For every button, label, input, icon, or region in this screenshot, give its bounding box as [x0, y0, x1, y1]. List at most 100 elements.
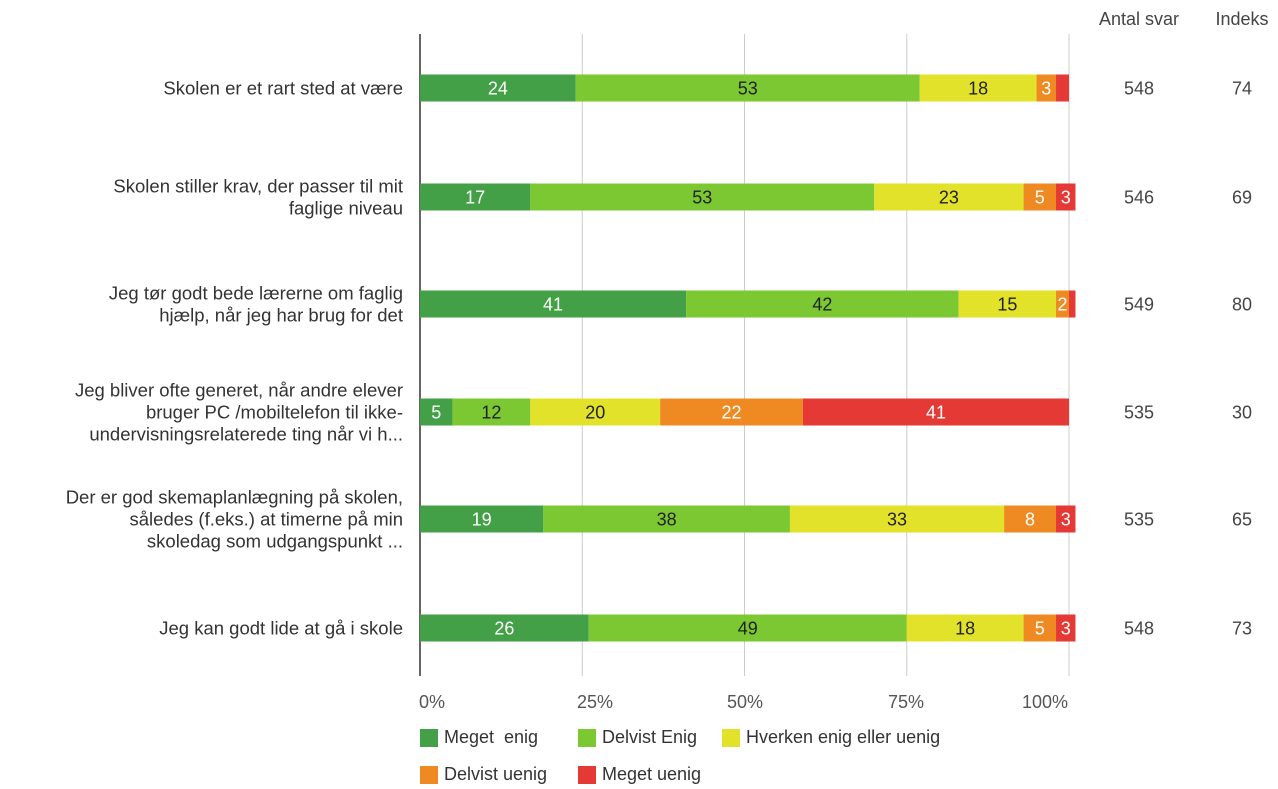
bar-value-label: 33 — [887, 510, 907, 530]
bar-segment — [686, 290, 959, 318]
antal-svar-value: 548 — [1124, 79, 1154, 99]
bar-value-label: 12 — [481, 403, 501, 423]
indeks-value: 73 — [1232, 619, 1252, 639]
bar-segment — [420, 290, 687, 318]
category-label: Skolen stiller krav, der passer til mit — [113, 176, 403, 197]
bar-segment — [1056, 183, 1076, 211]
bar-value-label: 18 — [955, 619, 975, 639]
category-label: Der er god skemaplanlægning på skolen, — [66, 487, 403, 508]
bar-segment — [420, 74, 576, 102]
bar-value-label: 19 — [472, 510, 492, 530]
indeks-value: 74 — [1232, 79, 1252, 99]
x-tick-label: 0% — [419, 692, 445, 712]
bar-value-label: 3 — [1041, 79, 1051, 99]
category-label: Skolen er et rart sted at være — [163, 78, 403, 99]
bar-segment — [530, 398, 661, 426]
bar-value-label: 24 — [488, 79, 508, 99]
bar-segment — [575, 74, 920, 102]
antal-svar-value: 549 — [1124, 295, 1154, 315]
antal-svar-value: 535 — [1124, 403, 1154, 423]
bar-segment — [588, 614, 907, 642]
bar-value-label: 41 — [926, 403, 946, 423]
bar-value-label: 22 — [722, 403, 742, 423]
antal-svar-value: 535 — [1124, 510, 1154, 530]
legend-swatch — [578, 728, 596, 747]
category-label: således (f.eks.) at timerne på min — [130, 509, 404, 530]
category-label: bruger PC /mobiltelefon til ikke- — [146, 402, 403, 423]
bar-value-label: 26 — [494, 619, 514, 639]
bar-value-label: 15 — [997, 295, 1017, 315]
bar-segment — [802, 398, 1069, 426]
bar-segment — [543, 505, 790, 533]
x-tick-label: 75% — [888, 692, 924, 712]
antal-svar-header: Antal svar — [1099, 9, 1179, 29]
category-label: faglige niveau — [289, 198, 403, 219]
antal-svar-value: 546 — [1124, 188, 1154, 208]
indeks-value: 69 — [1232, 188, 1252, 208]
bar-segment — [1036, 74, 1057, 102]
legend-swatch — [420, 728, 438, 747]
bar-segment — [1056, 505, 1076, 533]
bar-value-label: 42 — [812, 295, 832, 315]
bar-segment — [530, 183, 875, 211]
bar-segment — [420, 398, 453, 426]
legend-label: Meget enig — [444, 727, 539, 747]
category-label: hjælp, når jeg har brug for det — [159, 305, 403, 326]
bar-segment — [1069, 290, 1076, 318]
bar-segment — [1056, 290, 1069, 318]
x-tick-label: 50% — [727, 692, 763, 712]
bar-value-label: 20 — [585, 403, 605, 423]
legend-item: Delvist uenig — [420, 764, 547, 785]
bar-value-label: 3 — [1061, 619, 1071, 639]
bar-value-label: 17 — [465, 188, 485, 208]
legend-item: Delvist Enig — [578, 727, 697, 748]
indeks-value: 30 — [1232, 403, 1252, 423]
bar-segment — [906, 614, 1024, 642]
legend-label: Hverken enig eller uenig — [746, 727, 941, 747]
bar-value-label: 53 — [738, 79, 758, 99]
bar-value-label: 2 — [1058, 295, 1068, 315]
bar-value-label: 5 — [1035, 619, 1045, 639]
bar-segment — [1004, 505, 1057, 533]
x-tick-label: 25% — [577, 692, 613, 712]
bar-value-label: 3 — [1061, 510, 1071, 530]
category-label: skoledag som udgangspunkt ... — [147, 531, 403, 552]
legend-label: Delvist uenig — [444, 764, 548, 784]
bar-value-label: 8 — [1025, 510, 1035, 530]
bar-segment — [958, 290, 1057, 318]
bar-value-label: 23 — [939, 188, 959, 208]
bar-segment — [420, 614, 589, 642]
indeks-value: 65 — [1232, 510, 1252, 530]
bar-value-label: 5 — [1035, 188, 1045, 208]
bar-value-label: 38 — [657, 510, 677, 530]
bar-segment — [1056, 74, 1069, 102]
bar-value-label: 18 — [968, 79, 988, 99]
legend-swatch — [722, 728, 740, 747]
legend-item: Meget enig — [420, 727, 538, 748]
bar-segment — [1056, 614, 1076, 642]
category-label: Jeg bliver ofte generet, når andre eleve… — [75, 380, 403, 401]
bar-value-label: 3 — [1061, 188, 1071, 208]
legend-label: Delvist Enig — [602, 727, 698, 747]
bar-segment — [789, 505, 1005, 533]
bar-segment — [874, 183, 1024, 211]
antal-svar-value: 548 — [1124, 619, 1154, 639]
category-label: Jeg tør godt bede lærerne om faglig — [109, 283, 403, 304]
category-label: undervisningsrelaterede ting når vi h... — [89, 424, 403, 445]
category-label: Jeg kan godt lide at gå i skole — [159, 618, 403, 639]
legend-swatch — [578, 765, 596, 784]
x-tick-label: 100% — [1022, 692, 1068, 712]
bar-segment — [420, 183, 531, 211]
bar-segment — [420, 505, 544, 533]
indeks-value: 80 — [1232, 295, 1252, 315]
legend-label: Meget uenig — [602, 764, 702, 784]
bar-value-label: 5 — [431, 403, 441, 423]
bar-segment — [452, 398, 531, 426]
legend-item: Hverken enig eller uenig — [722, 727, 940, 748]
legend-item: Meget uenig — [578, 764, 701, 785]
legend-swatch — [420, 765, 438, 784]
bar-segment — [660, 398, 803, 426]
bar-value-label: 49 — [738, 619, 758, 639]
indeks-header: Indeks — [1215, 9, 1268, 29]
